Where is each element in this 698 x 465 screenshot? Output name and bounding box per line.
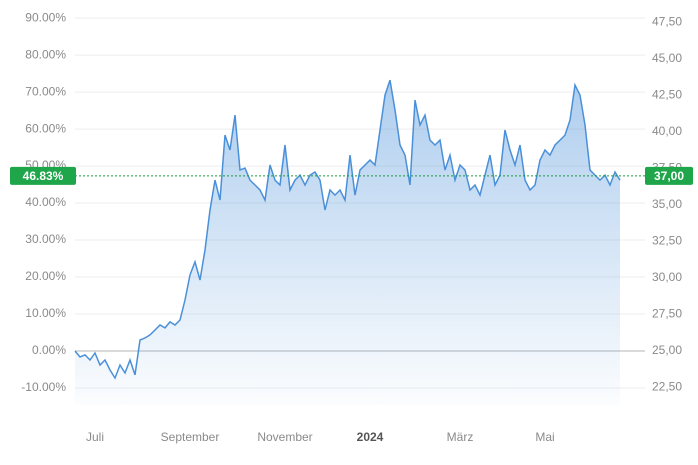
y-tick-label: -10.00% (21, 380, 66, 394)
price-label: 37,00 (654, 169, 684, 183)
y2-tick-label: 27,50 (652, 307, 682, 321)
x-tick-label: Juli (86, 430, 104, 444)
area (75, 80, 620, 405)
y2-tick-label: 25,00 (652, 343, 682, 357)
y-tick-label: 40.00% (25, 195, 66, 209)
y-tick-label: 90.00% (25, 10, 66, 24)
x-tick-label: Mai (535, 430, 554, 444)
price-line (74, 79, 621, 380)
y2-tick-label: 40,00 (652, 124, 682, 138)
y-tick-label: 10.00% (25, 306, 66, 320)
y2-tick-label: 32,50 (652, 234, 682, 248)
y-tick-label: 20.00% (25, 269, 66, 283)
y2-tick-label: 47,50 (652, 15, 682, 29)
y-tick-label: 60.00% (25, 121, 66, 135)
y-tick-label: 0.00% (32, 343, 66, 357)
x-tick-label: November (257, 430, 312, 444)
y2-tick-label: 42,50 (652, 88, 682, 102)
y-tick-label: 80.00% (25, 47, 66, 61)
y-tick-label: 30.00% (25, 232, 66, 246)
x-tick-label: 2024 (357, 430, 384, 444)
x-tick-label: September (161, 430, 220, 444)
y2-tick-label: 22,50 (652, 380, 682, 394)
price-badge (645, 166, 693, 185)
change-badge (10, 166, 76, 185)
y2-tick-label: 45,00 (652, 51, 682, 65)
change-label: 46.83% (23, 169, 64, 183)
y-tick-label: 70.00% (25, 84, 66, 98)
y2-tick-label: 35,00 (652, 197, 682, 211)
y2-tick-label: 30,00 (652, 270, 682, 284)
x-tick-label: März (447, 430, 474, 444)
